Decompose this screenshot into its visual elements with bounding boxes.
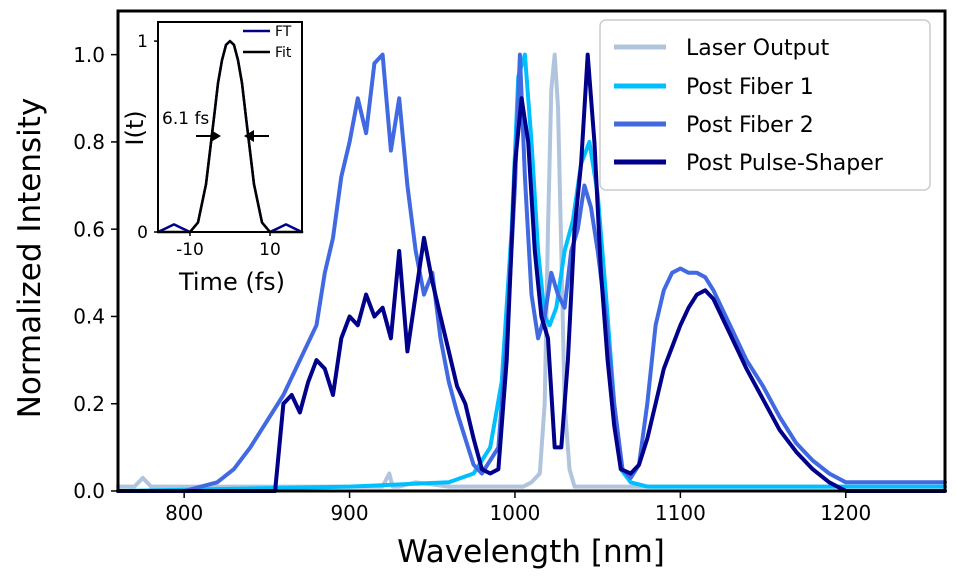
inset-x-ticks: -10 10 [176,232,281,260]
legend-label-post-fiber-2: Post Fiber 2 [686,113,814,138]
legend-box [599,19,931,191]
main-series-line-post-pulse-shaper [116,52,947,493]
main-x-tick-label: 1100 [655,501,706,525]
fwhm-left-arrowhead [211,130,221,142]
legend-label-laser-output: Laser Output [686,36,830,61]
main-x-tick-label: 800 [165,501,203,525]
main-series-group [116,52,947,493]
main-y-tick-label: 0.8 [73,130,105,154]
inset-chart: -10 10 0 1 Time (fs) I(t) FT Fit 6.1 fs [121,21,304,296]
inset-y-tick-label: 1 [137,32,148,52]
inset-x-axis-label: Time (fs) [178,268,285,296]
main-series-line-post-fiber-2 [116,52,947,493]
main-chart: 800 900 1000 1100 1200 0.00.20.40.60.81.0 Wa… [12,9,947,570]
inset-legend-label-ft: FT [275,24,292,40]
legend-label-post-fiber-1: Post Fiber 1 [686,75,814,100]
main-x-tick-label: 1200 [820,501,871,525]
inset-y-tick-label: 0 [137,223,148,243]
inset-x-tick-label: 10 [259,240,281,260]
fwhm-right-arrowhead [244,130,254,142]
inset-background [158,22,302,232]
main-x-ticks: 800 900 1000 1100 1200 [165,491,871,525]
main-y-tick-label: 0.4 [73,305,105,329]
inset-x-tick-label: -10 [176,240,204,260]
main-y-tick-label: 0.0 [73,479,105,503]
main-y-tick-label: 0.2 [73,392,105,416]
main-x-tick-label: 1000 [490,501,541,525]
inset-legend-label-fit: Fit [275,45,292,61]
main-legend: Laser Output Post Fiber 1 Post Fiber 2 P… [599,19,931,191]
inset-series-line-fit [156,39,304,234]
fwhm-annotation: 6.1 fs [162,109,209,129]
legend-label-post-pulse-shaper: Post Pulse-Shaper [686,151,884,176]
inset-y-axis-label: I(t) [121,110,149,145]
inset-series-group [156,39,304,234]
main-y-tick-label: 1.0 [73,43,105,67]
main-y-tick-label: 0.6 [73,217,105,241]
main-y-ticks: 0.0 0.2 0.4 0.6 0.8 1.0 [73,43,118,503]
main-y-axis-label: Normalized Intensity [12,98,48,419]
inset-plot-frame [157,21,303,233]
main-x-tick-label: 900 [330,501,368,525]
main-series-line-laser-output [116,52,947,489]
main-plot-frame [116,9,947,493]
main-x-axis-label: Wavelength [nm] [397,534,665,570]
